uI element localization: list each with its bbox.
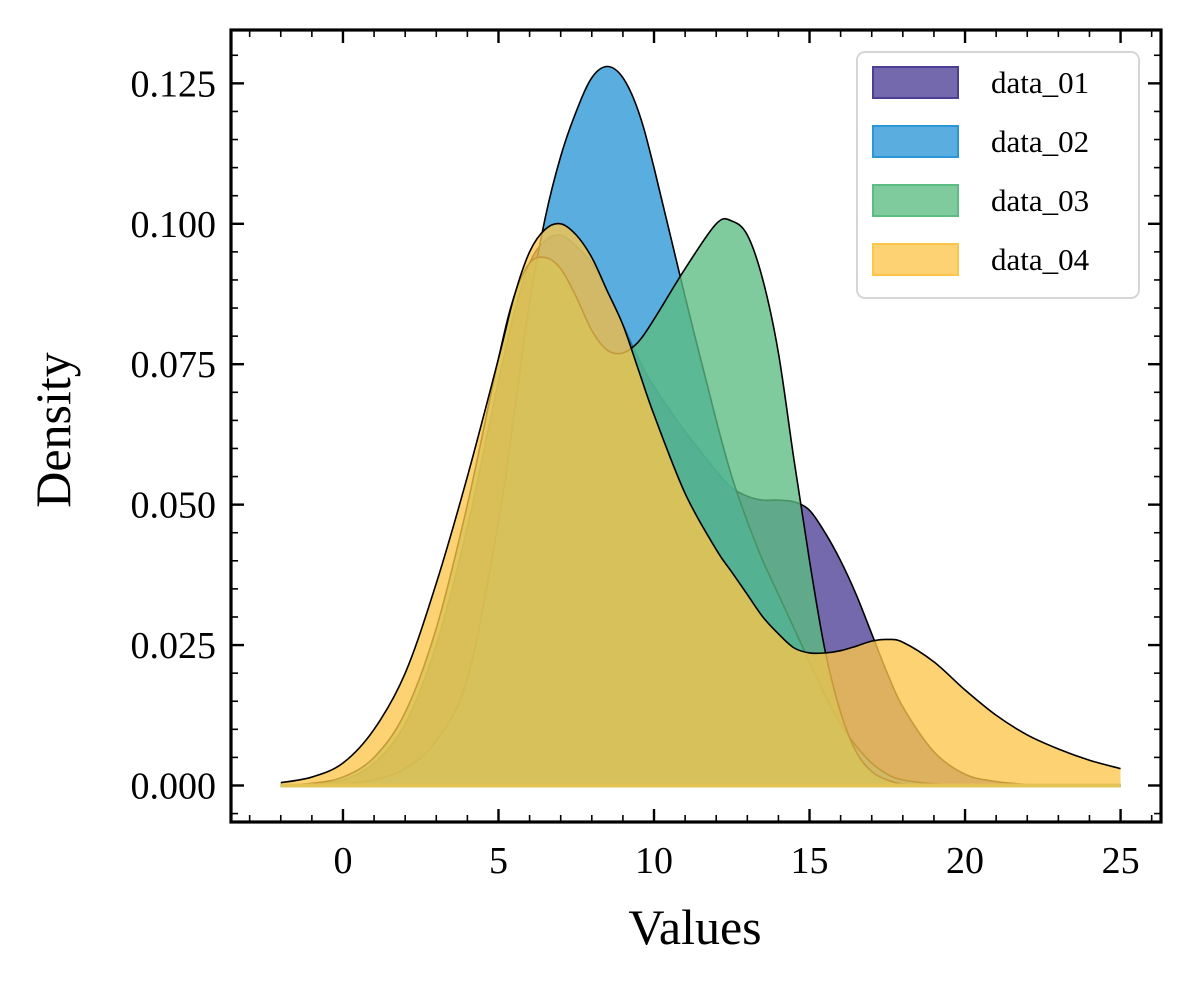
legend-swatch-data_04 (872, 243, 959, 276)
y-tick-label: 0.025 (131, 625, 217, 667)
y-axis-ticks: 0.000 0.025 0.050 0.075 0.100 0.125 (131, 54, 1161, 815)
legend: data_01 data_02 data_03 data_04 (856, 51, 1140, 299)
y-tick-label: 0.100 (131, 204, 217, 246)
x-tick-label: 15 (791, 840, 829, 882)
y-tick-label: 0.000 (131, 765, 217, 807)
y-tick-label: 0.050 (131, 485, 217, 527)
legend-frame (856, 51, 1140, 299)
x-axis-label: Values (628, 899, 761, 955)
legend-swatch-data_03 (872, 184, 959, 217)
legend-label-data_03: data_03 (991, 183, 1089, 218)
density-areas (280, 65, 1121, 787)
y-axis-label: Density (25, 352, 81, 508)
legend-label-data_02: data_02 (991, 124, 1089, 159)
legend-label-data_01: data_01 (991, 65, 1089, 100)
legend-swatch-data_02 (872, 125, 959, 158)
plot-frame (229, 28, 1163, 824)
x-tick-label: 0 (333, 840, 352, 882)
legend-label-data_04: data_04 (991, 242, 1090, 277)
area-data_04 (280, 223, 1121, 786)
x-tick-label: 20 (946, 840, 984, 882)
x-tick-label: 10 (635, 840, 673, 882)
y-tick-label: 0.125 (131, 63, 217, 105)
x-tick-label: 5 (489, 840, 508, 882)
y-tick-label: 0.075 (131, 344, 217, 386)
x-tick-label: 25 (1102, 840, 1140, 882)
curve-data_04 (280, 222, 1121, 784)
x-axis-ticks: 0 5 10 15 20 25 (248, 30, 1153, 882)
legend-swatch-data_01 (872, 66, 959, 99)
